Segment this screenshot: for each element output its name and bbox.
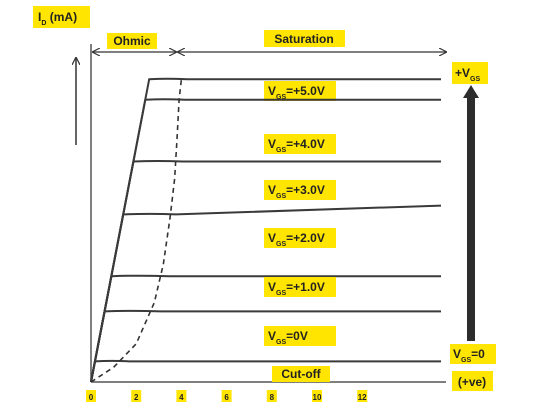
saturation-label-box: [264, 30, 345, 47]
x-tick-label-5: 10: [313, 393, 322, 402]
x-tick-label-1: 2: [134, 393, 139, 402]
curve-label-2: VGS=+3.0V: [268, 183, 325, 200]
curve-label-0: VGS=+5.0V: [268, 84, 325, 101]
curve-series-2: [90, 160, 441, 383]
vgs-bottom-label: VGS=0: [453, 347, 485, 364]
pinch-off-boundary: [90, 79, 183, 383]
curve-label-box-4: [264, 277, 336, 297]
curve-label-box-2: [264, 180, 336, 200]
x-tick-label-0: 0: [89, 393, 94, 402]
curve-label-5: VGS=0V: [268, 329, 308, 346]
curve-label-3: VGS=+2.0V: [268, 231, 325, 248]
x-tick-label-3: 6: [224, 393, 229, 402]
vgs-top-label: +VGS: [455, 66, 480, 83]
curve-label-1: VGS=+4.0V: [268, 137, 325, 154]
curve-series-4: [90, 274, 441, 383]
curve-label-4: VGS=+1.0V: [268, 280, 325, 297]
ohmic-label: Ohmic: [113, 34, 151, 48]
x-tick-box-4: [266, 390, 277, 402]
x-tick-box-0: [86, 390, 96, 402]
cutoff-label-box: [272, 366, 330, 382]
curve-series-6: [90, 359, 441, 383]
saturation-label: Saturation: [274, 32, 333, 46]
y-axis-label-box: [33, 6, 90, 28]
curve-label-box-5: [264, 326, 336, 346]
curve-label-box-0: [264, 81, 336, 101]
vgs-top-label-box: [452, 62, 488, 84]
x-tick-box-1: [131, 390, 142, 402]
x-tick-box-2: [176, 390, 187, 402]
ohmic-label-box: [107, 33, 157, 49]
x-tick-box-5: [312, 390, 322, 402]
y-axis-label: ID (mA): [38, 10, 77, 27]
vgs-arrow-head: [463, 85, 479, 98]
curve-series-0: [90, 77, 441, 383]
curve-series-5: [90, 309, 441, 383]
cutoff-label: Cut-off: [281, 367, 321, 381]
x-tick-label-2: 4: [179, 393, 184, 402]
ve-note-box: [452, 371, 493, 391]
x-tick-box-6: [357, 390, 368, 402]
x-tick-box-3: [221, 390, 232, 402]
curve-series-3: [90, 204, 442, 383]
vgs-bottom-label-box: [450, 344, 496, 364]
curve-label-box-3: [264, 228, 336, 248]
curve-series-1: [90, 98, 441, 383]
ve-note: (+ve): [458, 375, 486, 389]
curve-label-box-1: [264, 134, 336, 154]
x-tick-label-6: 12: [358, 393, 367, 402]
x-tick-label-4: 8: [270, 393, 275, 402]
vgs-arrow-shaft: [467, 97, 475, 341]
